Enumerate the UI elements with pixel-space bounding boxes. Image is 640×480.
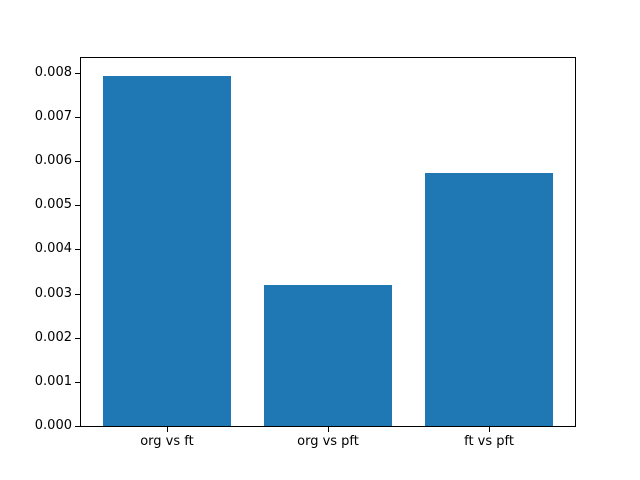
x-tick-label: org vs pft [297,434,359,449]
y-tick-label: 0.007 [34,108,72,124]
y-tick-label: 0.000 [34,418,72,433]
y-tick-mark [75,205,80,207]
y-tick-label: 0.002 [34,329,72,345]
x-tick-mark [489,427,491,432]
x-tick-label: ft vs pft [464,434,514,449]
y-tick-label: 0.006 [34,153,72,169]
y-tick-label: 0.004 [34,241,72,257]
y-tick-label: 0.001 [34,373,72,389]
y-tick-mark [75,293,80,295]
plot-area [80,57,576,427]
x-tick-mark [166,427,168,432]
y-tick-label: 0.005 [34,197,72,213]
bar-org-vs-ft [102,76,232,426]
y-tick-label: 0.008 [34,64,72,80]
y-tick-label: 0.003 [34,285,72,301]
y-tick-mark [75,116,80,118]
y-tick-mark [75,381,80,383]
y-tick-mark [75,72,80,74]
x-tick-mark [328,427,329,432]
bar-org-vs-pft [263,284,393,426]
y-tick-mark [75,249,80,251]
y-tick-mark [75,426,80,427]
y-tick-mark [75,337,80,339]
bar-ft-vs-pft [424,173,554,426]
y-tick-mark [75,161,80,163]
x-tick-label: org vs ft [140,434,194,449]
